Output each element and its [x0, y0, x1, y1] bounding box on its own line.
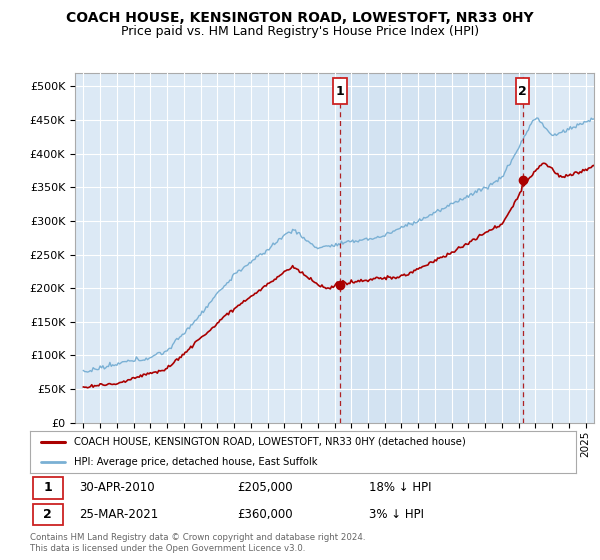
Bar — [334, 78, 347, 104]
Text: 18% ↓ HPI: 18% ↓ HPI — [368, 481, 431, 494]
Bar — [340, 73, 523, 423]
Text: 2: 2 — [43, 508, 52, 521]
Text: £205,000: £205,000 — [238, 481, 293, 494]
Text: 3% ↓ HPI: 3% ↓ HPI — [368, 508, 424, 521]
Text: COACH HOUSE, KENSINGTON ROAD, LOWESTOFT, NR33 0HY: COACH HOUSE, KENSINGTON ROAD, LOWESTOFT,… — [66, 11, 534, 25]
Text: Price paid vs. HM Land Registry's House Price Index (HPI): Price paid vs. HM Land Registry's House … — [121, 25, 479, 38]
Bar — [33, 504, 63, 525]
Text: 30-APR-2010: 30-APR-2010 — [79, 481, 155, 494]
Text: HPI: Average price, detached house, East Suffolk: HPI: Average price, detached house, East… — [74, 457, 317, 467]
Text: 1: 1 — [335, 85, 344, 97]
Text: 1: 1 — [43, 481, 52, 494]
Text: £360,000: £360,000 — [238, 508, 293, 521]
Bar — [33, 477, 63, 498]
Bar — [516, 78, 529, 104]
Text: 2: 2 — [518, 85, 527, 97]
Text: Contains HM Land Registry data © Crown copyright and database right 2024.
This d: Contains HM Land Registry data © Crown c… — [30, 533, 365, 553]
Text: 25-MAR-2021: 25-MAR-2021 — [79, 508, 158, 521]
Text: COACH HOUSE, KENSINGTON ROAD, LOWESTOFT, NR33 0HY (detached house): COACH HOUSE, KENSINGTON ROAD, LOWESTOFT,… — [74, 437, 466, 447]
